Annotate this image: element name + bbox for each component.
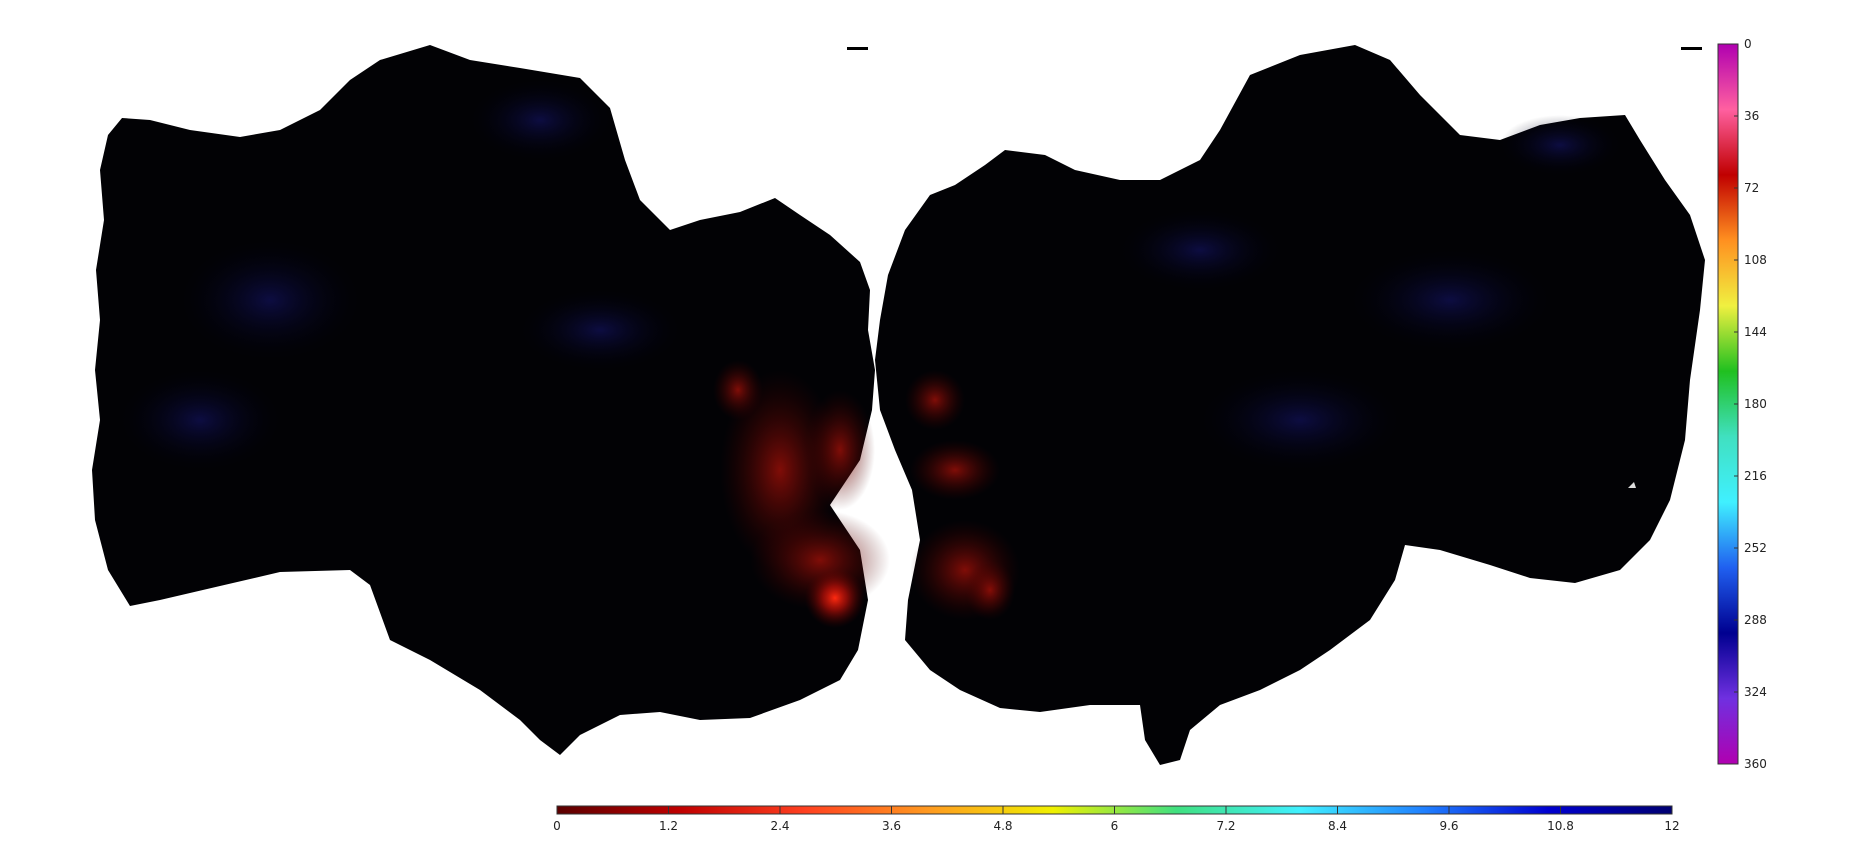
vertical-colorbar-tick-label: 252 — [1744, 541, 1767, 555]
vertical-colorbar-tick-label: 324 — [1744, 685, 1767, 699]
left-flatmap-shape — [92, 45, 875, 755]
top-dash-mark-left — [847, 47, 868, 50]
right-hemisphere-flatmap — [875, 45, 1705, 765]
horizontal-colorbar-tick-label: 9.6 — [1439, 819, 1458, 833]
horizontal-colorbar-ticks: 0 1.2 2.4 3.6 4.8 6 7.2 8.4 9.6 10.8 12 — [553, 806, 1680, 833]
vertical-colorbar-ticks: 0 36 72 108 144 180 216 252 288 324 360 — [1734, 37, 1767, 771]
horizontal-colorbar-tick-label: 0 — [553, 819, 561, 833]
horizontal-colorbar-tick-label: 3.6 — [882, 819, 901, 833]
horizontal-colorbar-tick-label: 8.4 — [1328, 819, 1347, 833]
vertical-colorbar-tick-label: 36 — [1744, 109, 1759, 123]
vertical-colorbar: 0 36 72 108 144 180 216 252 288 324 360 — [1717, 37, 1767, 771]
horizontal-colorbar-tick-label: 2.4 — [770, 819, 789, 833]
vertical-colorbar-tick-label: 0 — [1744, 37, 1752, 51]
horizontal-colorbar-tick-label: 12 — [1664, 819, 1679, 833]
horizontal-colorbar-tick-label: 6 — [1111, 819, 1119, 833]
vertical-colorbar-tick-label: 288 — [1744, 613, 1767, 627]
vertical-colorbar-tick-label: 216 — [1744, 469, 1767, 483]
horizontal-colorbar: 0 1.2 2.4 3.6 4.8 6 7.2 8.4 9.6 10.8 12 — [553, 805, 1680, 833]
top-dash-mark-right — [1681, 47, 1702, 50]
vertical-colorbar-tick-label: 180 — [1744, 397, 1767, 411]
vertical-colorbar-tick-label: 360 — [1744, 757, 1767, 771]
horizontal-colorbar-tick-label: 7.2 — [1216, 819, 1235, 833]
vertical-colorbar-tick-label: 108 — [1744, 253, 1767, 267]
horizontal-colorbar-tick-label: 10.8 — [1547, 819, 1574, 833]
horizontal-colorbar-tick-label: 1.2 — [659, 819, 678, 833]
left-hemisphere-flatmap — [92, 45, 890, 755]
vertical-colorbar-tick-label: 72 — [1744, 181, 1759, 195]
horizontal-colorbar-tick-label: 4.8 — [993, 819, 1012, 833]
vertical-colorbar-tick-label: 144 — [1744, 325, 1767, 339]
